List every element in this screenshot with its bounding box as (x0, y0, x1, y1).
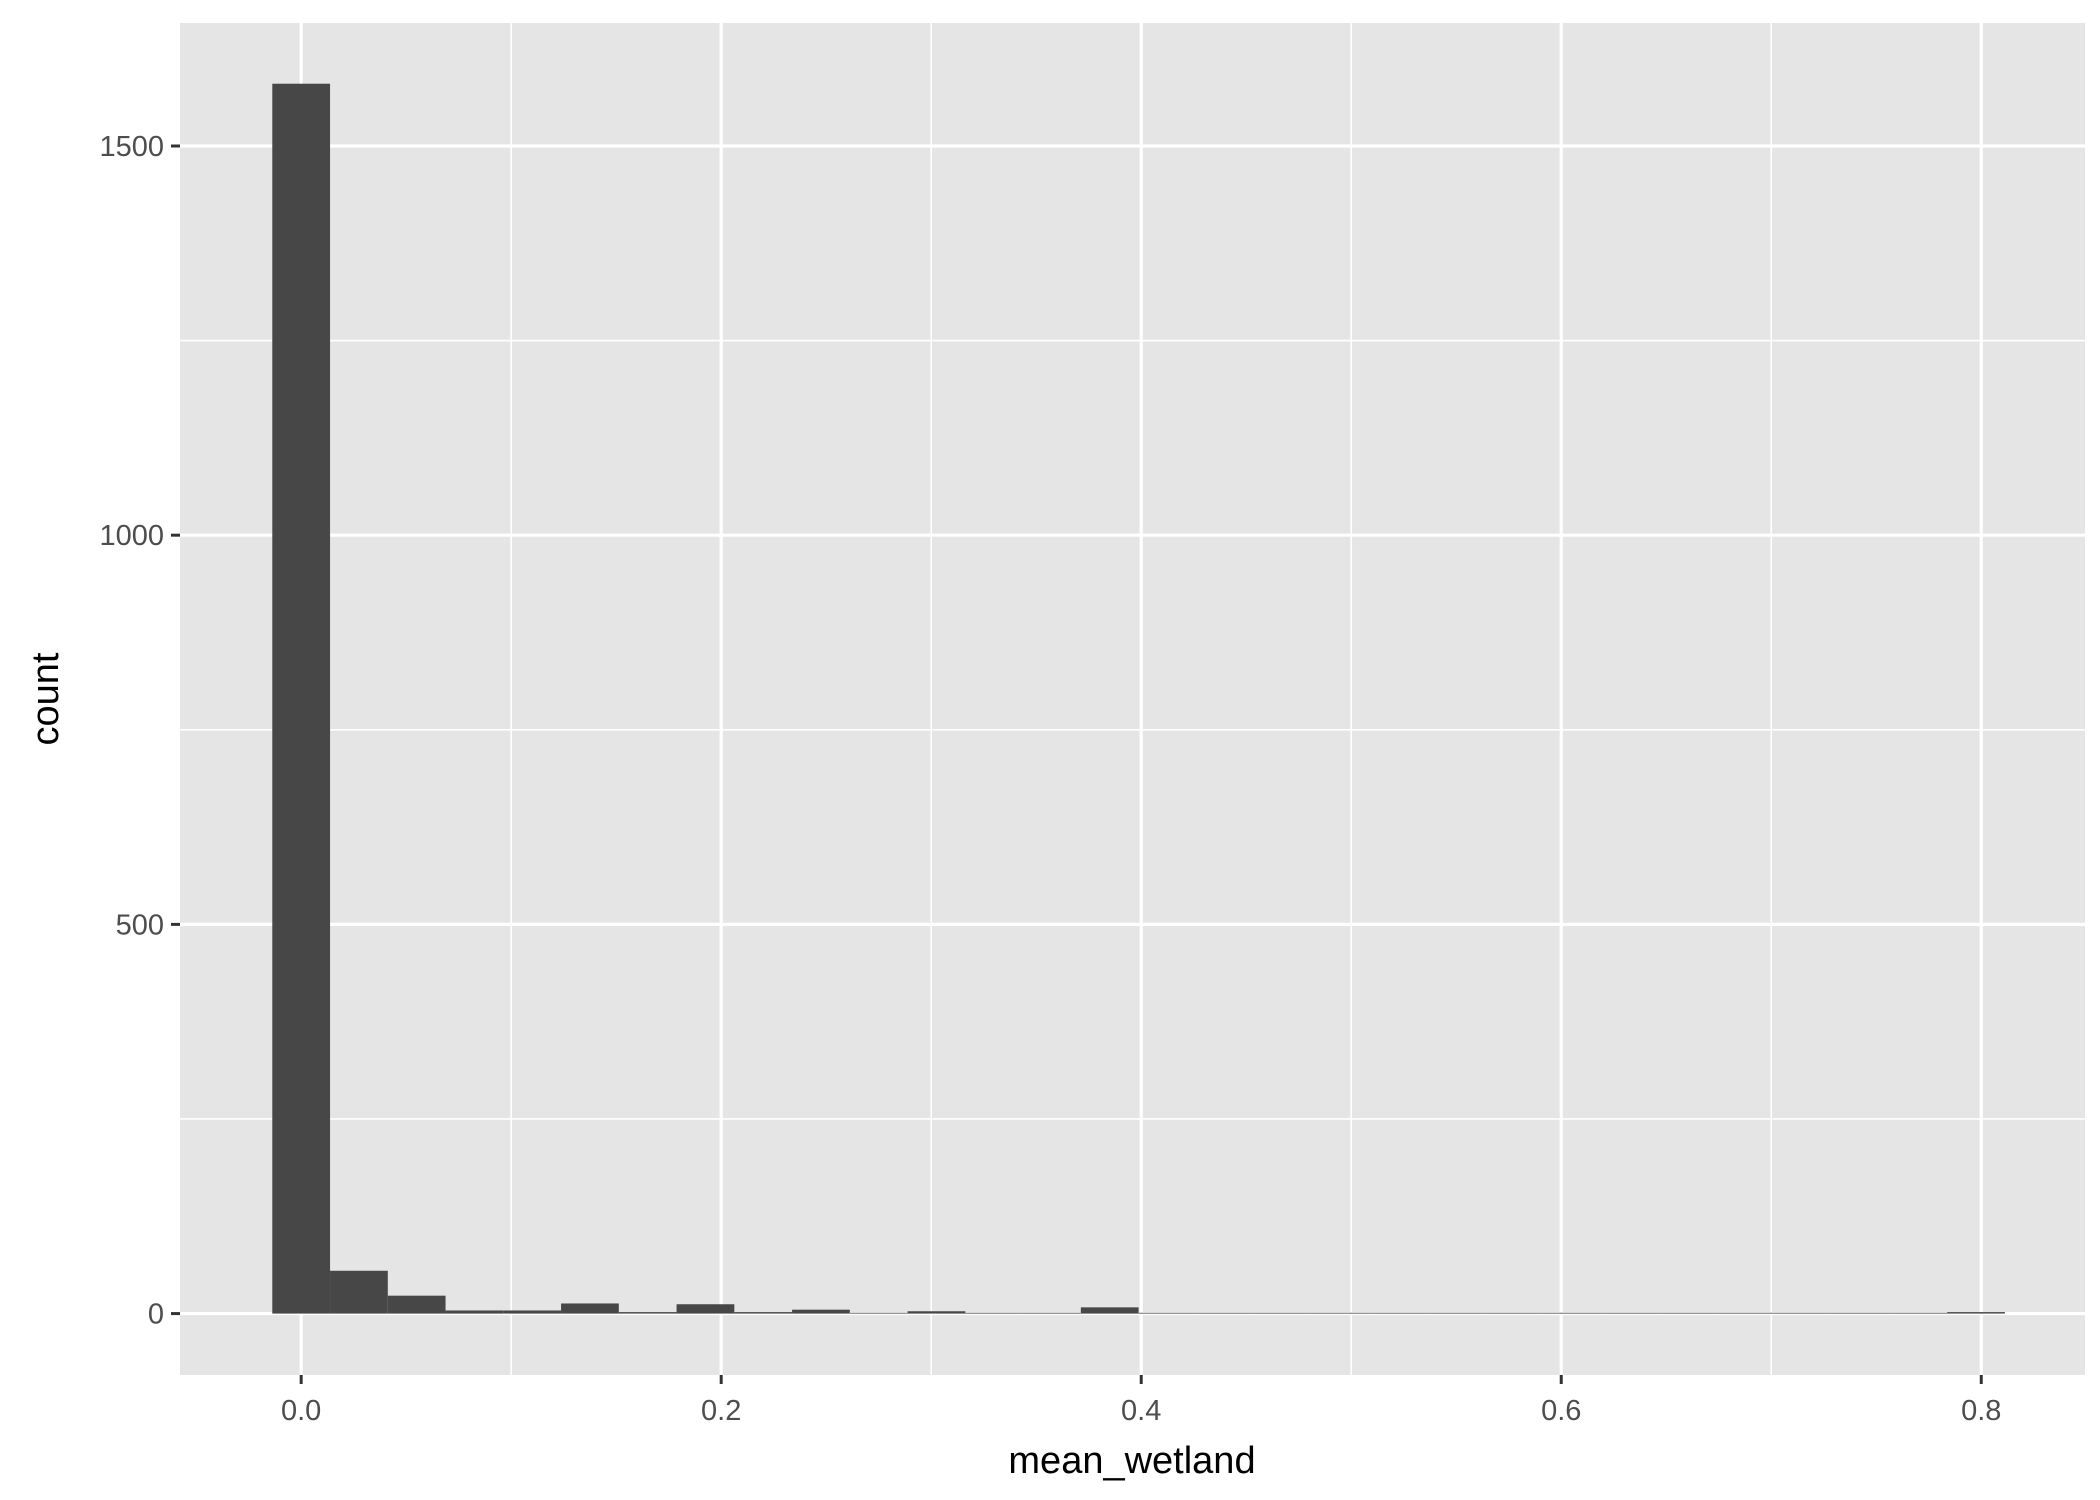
x-tick-label: 0.8 (1961, 1395, 2001, 1427)
x-tick-label: 0.0 (281, 1395, 321, 1427)
histogram-bar (618, 1312, 677, 1314)
histogram-bar (1485, 1312, 1543, 1314)
x-tick-label: 0.2 (701, 1395, 741, 1427)
histogram-bar (676, 1304, 735, 1314)
y-tick-label: 1000 (99, 520, 164, 552)
histogram-bar (965, 1312, 1024, 1314)
histogram-bar (849, 1312, 908, 1314)
histogram-bar (445, 1310, 504, 1314)
x-tick-label: 0.6 (1541, 1395, 1581, 1427)
histogram-bar (1947, 1312, 2005, 1314)
histogram-bar (1080, 1307, 1139, 1314)
histogram-bar (1138, 1312, 1197, 1314)
histogram-bar (1889, 1312, 1948, 1314)
histogram-bar (272, 83, 331, 1314)
histogram-bar (734, 1312, 793, 1314)
histogram-bar (387, 1295, 446, 1314)
histogram-bar (1023, 1312, 1081, 1314)
minor-gridlines (180, 23, 2085, 1375)
x-axis-title: mean_wetland (1008, 1440, 1255, 1482)
histogram-bar (1831, 1312, 1890, 1314)
histogram-bar (1773, 1312, 1832, 1314)
histogram-bar (1658, 1312, 1717, 1314)
y-tick-label: 500 (116, 909, 164, 941)
histogram-bar (1311, 1312, 1370, 1314)
y-axis-title: count (25, 652, 67, 745)
x-axis-ticks: 0.0 0.2 0.4 0.6 0.8 (281, 1375, 2001, 1427)
histogram-bar (503, 1310, 562, 1314)
histogram-bar (1369, 1312, 1428, 1314)
histogram-bar (330, 1270, 388, 1314)
y-axis-ticks: 0 500 1000 1500 (99, 131, 180, 1331)
y-tick-label: 1500 (99, 131, 164, 163)
histogram-bar (1254, 1312, 1312, 1314)
histogram-bar (1427, 1312, 1486, 1314)
histogram-bar (1196, 1312, 1255, 1314)
histogram-bars (272, 83, 2005, 1314)
histogram-bar (1600, 1312, 1659, 1314)
histogram-bar (792, 1309, 850, 1314)
histogram-bar (1716, 1312, 1774, 1314)
x-tick-label: 0.4 (1121, 1395, 1161, 1427)
histogram-bar (561, 1303, 619, 1314)
histogram-bar (907, 1311, 966, 1314)
y-tick-label: 0 (148, 1299, 164, 1331)
plot-panel (180, 23, 2085, 1375)
histogram-bar (1542, 1312, 1601, 1314)
